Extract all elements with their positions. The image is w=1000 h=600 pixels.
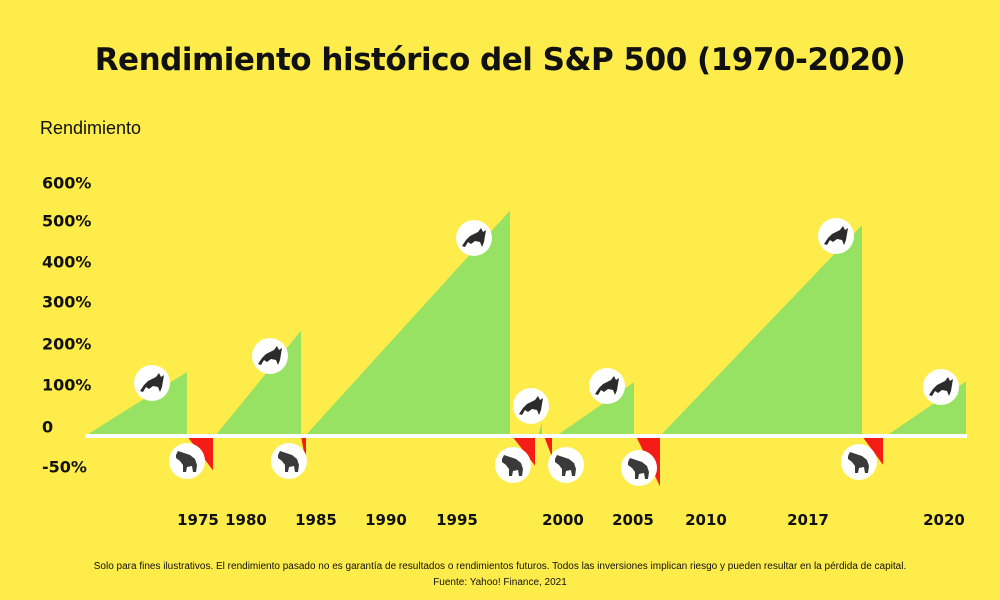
x-tick-label: 2000 [542,511,584,529]
x-tick-label: 2017 [787,511,829,529]
bear-icon [621,450,657,486]
zero-baseline [85,434,967,438]
bear-icon [841,444,877,480]
bull-icon [134,365,170,401]
bull-market-area [305,210,510,436]
bull-icon [513,388,549,424]
y-tick-label: 500% [42,211,92,231]
bear-icon [169,443,205,479]
y-tick-label: -50% [42,457,87,477]
source-note: Fuente: Yahoo! Finance, 2021 [433,577,567,588]
bear-icon [548,447,584,483]
y-tick-label: 400% [42,252,92,272]
y-tick-label: 100% [42,375,92,395]
bear-market-area [301,436,306,464]
x-tick-label: 1985 [295,511,337,529]
x-tick-label: 1975 [177,511,219,529]
y-tick-label: 600% [42,173,92,193]
bull-icon [589,368,625,404]
x-tick-label: 2010 [685,511,727,529]
x-tick-label: 2020 [923,511,965,529]
bear-market-area [187,436,213,471]
y-tick-label: 0 [42,417,54,437]
bull-market-area [556,382,634,436]
bull-market-area [660,225,862,436]
x-tick-label: 2005 [612,511,654,529]
bear-market-area [544,436,552,457]
x-tick-label: 1995 [436,511,478,529]
bull-icon [252,338,288,374]
bull-market-area [538,422,542,436]
y-axis-label: Rendimiento [40,118,142,138]
chart-title: Rendimiento histórico del S&P 500 (1970-… [94,42,906,78]
x-tick-label: 1980 [225,511,267,529]
bull-icon [923,369,959,405]
y-tick-label: 200% [42,334,92,354]
bull-icon [456,220,492,256]
y-tick-label: 300% [42,292,92,312]
bull-market-area [85,372,187,436]
bear-icon [271,443,307,479]
disclaimer-note: Solo para fines ilustrativos. El rendimi… [93,561,907,572]
bull-icon [818,218,854,254]
x-tick-label: 1990 [365,511,407,529]
bear-icon [495,447,531,483]
